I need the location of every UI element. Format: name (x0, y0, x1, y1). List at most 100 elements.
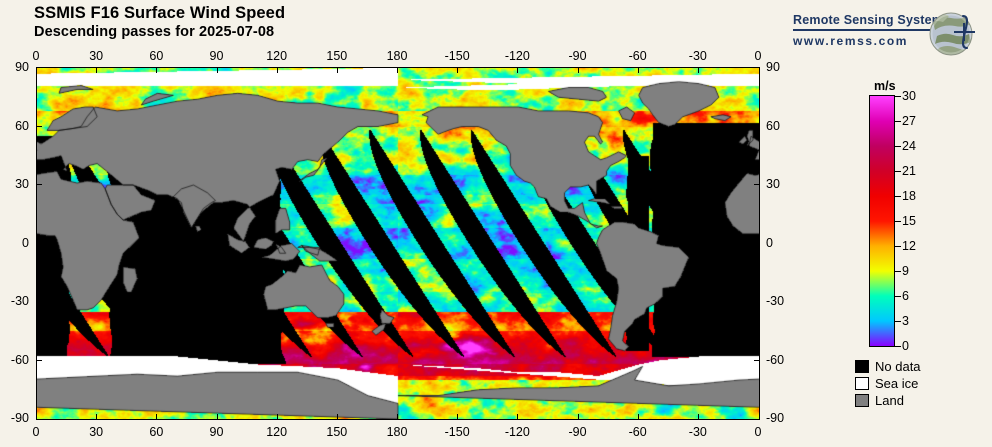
x-tick-top (517, 68, 519, 73)
y-tick-right (754, 359, 759, 361)
y-tick-label-left: -90 (10, 411, 29, 425)
x-tick-top (96, 68, 98, 73)
mask-legend: No data Sea ice Land (855, 358, 921, 409)
colorbar-tick-label: 21 (902, 164, 916, 178)
y-tick-right (754, 242, 759, 244)
x-tick-label-bottom: 0 (754, 425, 762, 439)
x-tick-bottom (517, 414, 519, 419)
colorbar-tick (895, 321, 901, 322)
y-tick-left (37, 242, 42, 244)
y-tick-left (37, 125, 42, 127)
y-tick-label-right: -60 (766, 352, 785, 367)
earth-globe-icon (929, 12, 975, 56)
legend-label: Land (875, 393, 904, 408)
legend-swatch (855, 377, 869, 390)
logo-text: Remote Sensing Systems www.remss.com (793, 13, 951, 48)
y-tick-label-right: 30 (766, 177, 780, 191)
legend-item: Land (855, 392, 921, 409)
legend-swatch (855, 360, 869, 373)
colorbar-tick-label: 27 (902, 114, 916, 128)
x-tick-top (457, 68, 459, 73)
colorbar[interactable] (869, 95, 895, 347)
y-tick-label-right: -30 (766, 294, 785, 308)
x-tick-label-top: -60 (628, 49, 647, 63)
y-tick-label-left: -60 (10, 352, 29, 367)
x-tick-bottom (336, 414, 338, 419)
x-tick-label-bottom: -150 (444, 425, 470, 439)
x-tick-top (276, 68, 278, 73)
colorbar-tick-label: 0 (902, 339, 909, 353)
colorbar-tick-label: 6 (902, 289, 909, 303)
x-tick-label-top: 30 (89, 49, 104, 63)
x-tick-label-top: 180 (386, 49, 408, 63)
x-tick-label-bottom: -30 (688, 425, 707, 439)
legend-swatch (855, 394, 869, 407)
x-tick-bottom (216, 414, 218, 419)
legend-item: Sea ice (855, 375, 921, 392)
colorbar-gradient (870, 96, 894, 346)
page-subtitle: Descending passes for 2025-07-08 (34, 24, 275, 40)
x-tick-top (697, 68, 699, 73)
map-plot-area[interactable] (36, 67, 760, 420)
x-tick-top (577, 68, 579, 73)
logo-org-name: Remote Sensing Systems (793, 13, 951, 27)
x-tick-label-bottom: 150 (326, 425, 348, 439)
x-tick-bottom (697, 414, 699, 419)
wind-speed-map[interactable] (37, 68, 759, 419)
x-tick-bottom (156, 414, 158, 419)
x-tick-label-bottom: 90 (209, 425, 224, 439)
x-tick-label-top: 120 (266, 49, 288, 63)
title-block: SSMIS F16 Surface Wind Speed Descending … (34, 4, 554, 41)
x-tick-top (336, 68, 338, 73)
colorbar-tick (895, 146, 901, 147)
x-tick-label-top: -30 (688, 49, 707, 63)
legend-label: No data (875, 359, 921, 374)
colorbar-tick (895, 171, 901, 172)
y-tick-label-left: 0 (22, 235, 29, 250)
colorbar-tick-label: 9 (902, 264, 909, 278)
colorbar-tick (895, 246, 901, 247)
y-tick-label-left: 30 (15, 177, 29, 191)
x-tick-label-top: 0 (32, 49, 40, 63)
x-tick-label-bottom: -60 (628, 425, 647, 439)
colorbar-tick (895, 96, 901, 97)
x-tick-top (637, 68, 639, 73)
y-tick-label-left: 60 (15, 118, 29, 133)
y-tick-left (37, 301, 42, 302)
x-tick-label-top: -150 (444, 49, 470, 63)
x-tick-label-bottom: 180 (386, 425, 408, 439)
x-tick-label-top: 90 (209, 49, 224, 63)
x-tick-top (216, 68, 218, 73)
x-tick-label-top: -90 (568, 49, 587, 63)
colorbar-tick (895, 346, 901, 347)
page-title: SSMIS F16 Surface Wind Speed (34, 4, 286, 22)
x-tick-bottom (577, 414, 579, 419)
colorbar-tick-label: 30 (902, 89, 916, 103)
y-tick-left (37, 184, 42, 185)
y-tick-right (754, 301, 759, 302)
colorbar-tick (895, 221, 901, 222)
remss-logo[interactable]: Remote Sensing Systems www.remss.com (793, 8, 978, 64)
y-tick-label-right: 60 (766, 118, 780, 133)
x-tick-bottom (397, 414, 398, 419)
logo-divider (793, 29, 939, 31)
x-tick-bottom (276, 414, 278, 419)
x-tick-label-bottom: 120 (266, 425, 288, 439)
y-tick-label-right: -90 (766, 411, 785, 425)
colorbar-tick (895, 271, 901, 272)
x-tick-top (156, 68, 158, 73)
colorbar-tick-label: 3 (902, 314, 909, 328)
colorbar-tick (895, 196, 901, 197)
y-tick-left (37, 359, 42, 361)
colorbar-tick (895, 296, 901, 297)
x-tick-label-top: 0 (754, 49, 762, 63)
y-tick-label-left: -30 (10, 294, 29, 308)
x-tick-label-bottom: -90 (568, 425, 587, 439)
legend-label: Sea ice (875, 376, 919, 391)
x-tick-bottom (457, 414, 459, 419)
y-tick-right (754, 125, 759, 127)
y-tick-label-left: 90 (15, 60, 29, 74)
y-tick-label-right: 90 (766, 60, 780, 74)
y-tick-label-right: 0 (766, 235, 773, 250)
colorbar-tick-label: 12 (902, 239, 916, 253)
